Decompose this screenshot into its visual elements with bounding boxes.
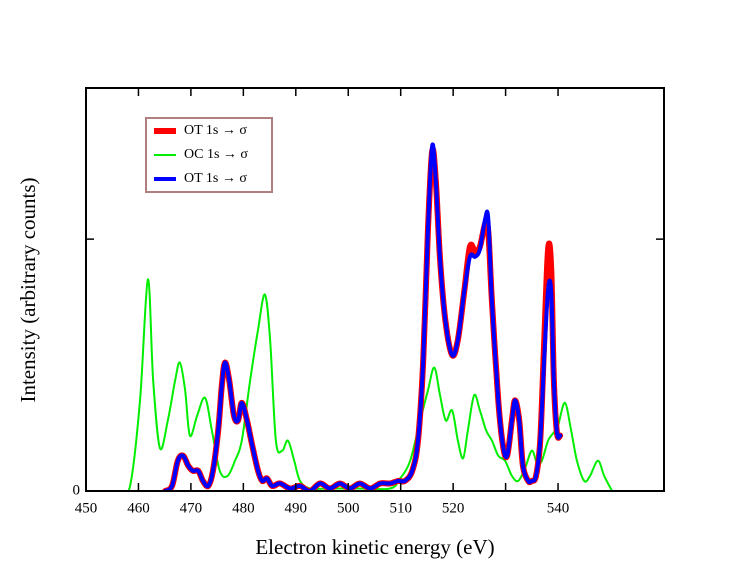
x-tick-label: 490 [285, 500, 308, 516]
x-tick-label: 500 [337, 500, 360, 516]
x-tick-label: 460 [127, 500, 150, 516]
x-tick-label: 520 [442, 500, 465, 516]
legend-label: OC 1s → σ [184, 147, 248, 162]
x-tick-label: 470 [180, 500, 203, 516]
x-tick-label: 510 [389, 500, 412, 516]
series-line [119, 278, 614, 491]
legend-label: OT 1s → σ [184, 123, 247, 138]
x-tick-label: 450 [75, 500, 98, 516]
series-line [163, 142, 563, 491]
y-axis-label: Intensity (arbitrary counts) [16, 177, 40, 402]
x-tick-label: 480 [232, 500, 255, 516]
y-tick-label: 0 [73, 482, 81, 498]
legend-label: OT 1s → σ [184, 171, 247, 186]
plot-frame [85, 87, 665, 492]
x-tick-label: 540 [547, 500, 570, 516]
x-axis-label: Electron kinetic energy (eV) [255, 535, 494, 559]
